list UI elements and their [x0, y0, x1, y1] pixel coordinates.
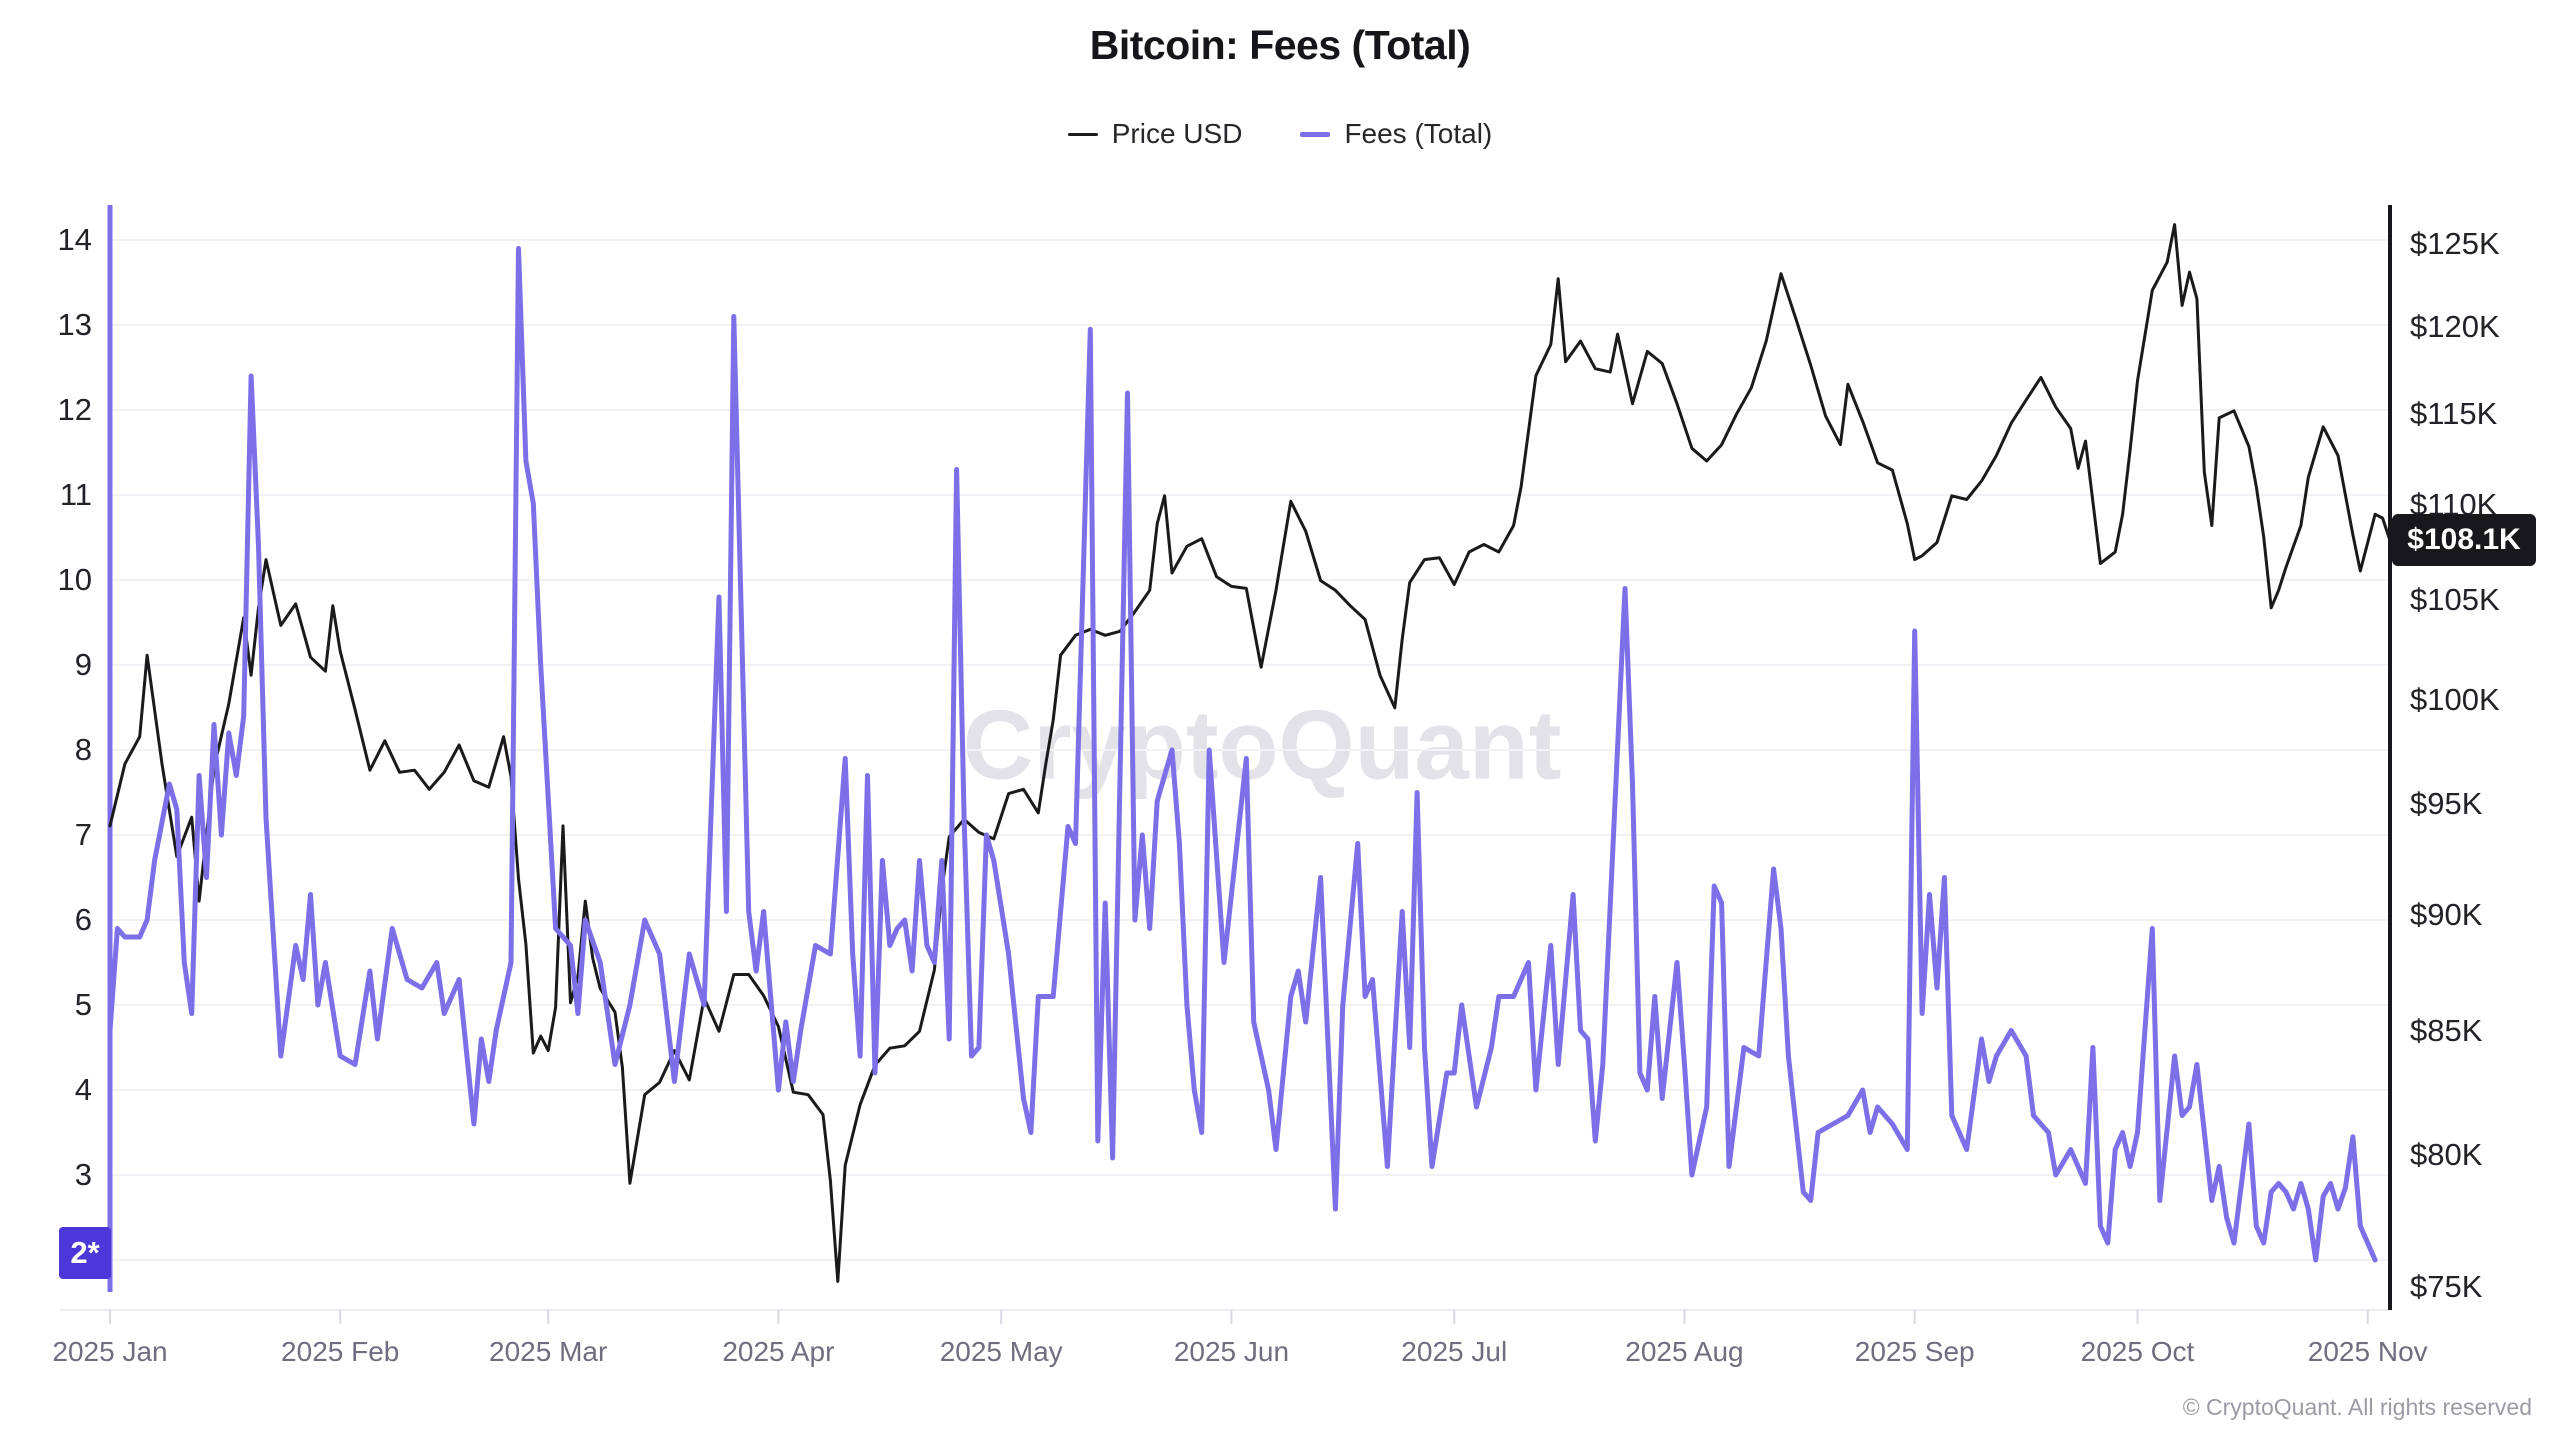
x-axis-label: 2025 Jan: [52, 1336, 168, 1367]
y-axis-right-label: $90K: [2410, 896, 2483, 932]
y-axis-right-label: $105K: [2410, 581, 2500, 617]
y-axis-right-label: $80K: [2410, 1137, 2483, 1173]
y-axis-right-label: $95K: [2410, 786, 2483, 822]
y-axis-left-label: 7: [74, 817, 92, 852]
y-axis-left-label: 8: [74, 732, 92, 767]
legend-item-price-usd[interactable]: Price USD: [1067, 118, 1243, 150]
price-line-swatch-icon: [1067, 132, 1098, 136]
y-axis-left-label: 11: [59, 477, 92, 512]
series-line-fees[interactable]: [107, 246, 2378, 1263]
y-axis-right-label: $120K: [2410, 309, 2500, 345]
y-axis-left-label: 10: [57, 562, 92, 597]
y-axis-left-label: 13: [57, 307, 92, 342]
legend-label-price-usd: Price USD: [1111, 118, 1243, 149]
x-axis-label: 2025 May: [939, 1336, 1063, 1367]
x-axis-label: 2025 Oct: [2080, 1336, 2195, 1367]
fees-current-value-badge: 2*: [59, 1227, 111, 1279]
y-axis-left-label: 6: [74, 902, 92, 937]
y-axis-left-label: 5: [74, 987, 92, 1022]
x-axis-label: 2025 Apr: [722, 1336, 835, 1367]
legend: Price USD Fees (Total): [0, 118, 2560, 150]
y-axis-right-label: $85K: [2410, 1013, 2483, 1049]
x-axis-label: 2025 Nov: [2307, 1336, 2428, 1367]
y-axis-left-label: 14: [57, 222, 92, 257]
y-axis-right-label: $100K: [2410, 681, 2500, 717]
x-axis-label: 2025 Sep: [1854, 1336, 1975, 1367]
y-axis-right-label: $75K: [2410, 1268, 2483, 1304]
y-axis-right-label: $125K: [2410, 226, 2500, 262]
y-axis-left-label: 9: [74, 647, 92, 682]
price-current-value-badge: $108.1K: [2392, 514, 2536, 566]
x-axis-label: 2025 Feb: [281, 1336, 400, 1367]
chart-title: Bitcoin: Fees (Total): [1089, 22, 1471, 68]
y-axis-right-label: $115K: [2410, 396, 2498, 432]
y-axis-left-label: 12: [57, 392, 92, 427]
x-axis-label: 2025 Aug: [1625, 1336, 1744, 1367]
fees-line-swatch-icon: [1300, 131, 1331, 137]
x-axis-label: 2025 Jun: [1173, 1336, 1290, 1367]
x-axis-label: 2025 Jul: [1401, 1336, 1508, 1367]
legend-label-fees-total: Fees (Total): [1344, 118, 1493, 149]
y-axis-left-label: 4: [74, 1072, 92, 1107]
legend-item-fees-total[interactable]: Fees (Total): [1300, 118, 1492, 150]
y-axis-left-label: 3: [74, 1157, 92, 1192]
copyright-notice: © CryptoQuant. All rights reserved: [2182, 1394, 2532, 1420]
series-line-price[interactable]: [108, 223, 2392, 1283]
x-axis-label: 2025 Mar: [489, 1336, 608, 1367]
